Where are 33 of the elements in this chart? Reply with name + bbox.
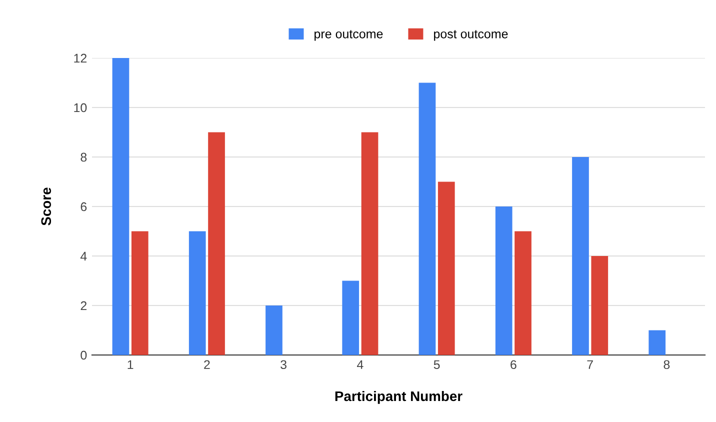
bar [266, 306, 282, 355]
bar [591, 256, 608, 355]
y-tick-label: 6 [80, 202, 87, 212]
legend-label: pre outcome [314, 30, 383, 41]
x-axis-title: Participant Number [335, 390, 462, 404]
bar [208, 132, 225, 355]
y-tick-label: 2 [80, 301, 87, 310]
bar [438, 182, 455, 355]
y-tick-label: 4 [80, 252, 87, 261]
y-tick-label: 0 [80, 350, 87, 360]
y-axis-title: Score [41, 188, 52, 226]
bar [131, 231, 148, 355]
bar [361, 132, 378, 355]
y-tick-label: 12 [74, 54, 87, 63]
x-tick-label: 3 [280, 360, 286, 370]
bar [514, 231, 532, 355]
x-tick-label: 6 [510, 360, 516, 370]
bar [188, 231, 206, 355]
bar [342, 280, 360, 355]
bar [418, 82, 436, 355]
x-tick-label: 4 [357, 360, 364, 369]
y-tick-label: 10 [74, 103, 87, 112]
x-tick-label: 5 [434, 360, 440, 370]
bar [495, 206, 512, 355]
bar [572, 157, 589, 355]
x-tick-label: 2 [204, 360, 210, 369]
bar [112, 58, 130, 355]
bar [648, 330, 666, 355]
x-tick-label: 7 [587, 360, 593, 369]
x-tick-label: 1 [128, 360, 134, 369]
y-tick-label: 8 [80, 152, 87, 162]
legend-label: post outcome [434, 30, 508, 41]
x-tick-label: 8 [664, 360, 670, 370]
